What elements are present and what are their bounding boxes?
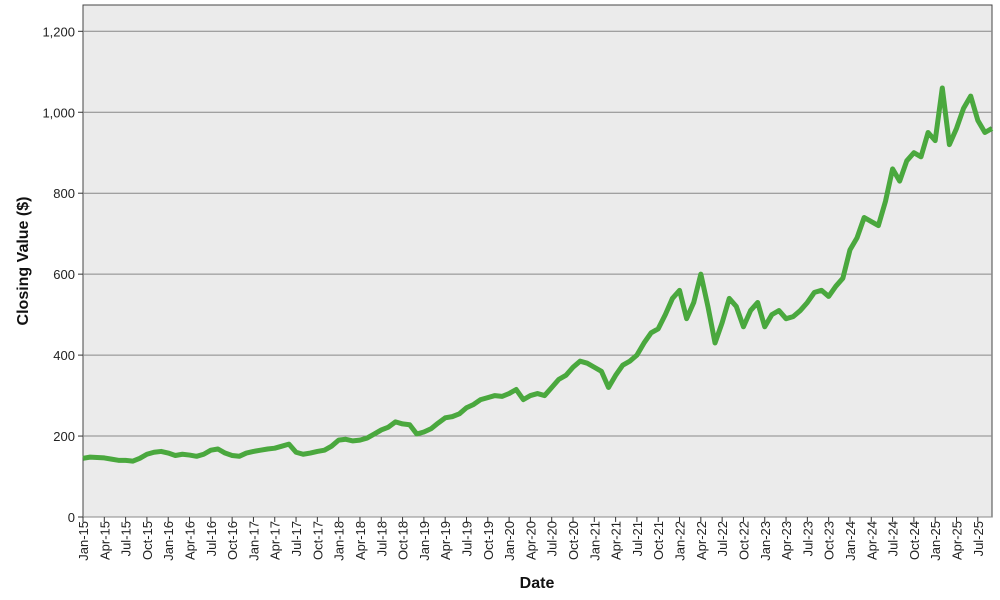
x-tick-label: Jul-19 bbox=[459, 521, 474, 556]
x-tick-label: Apr-19 bbox=[438, 521, 453, 560]
x-tick-label: Jul-23 bbox=[800, 521, 815, 556]
x-tick-label: Apr-18 bbox=[353, 521, 368, 560]
x-tick-label: Jul-22 bbox=[715, 521, 730, 556]
x-tick-label: Jul-20 bbox=[545, 521, 560, 556]
x-tick-label: Oct-15 bbox=[140, 521, 155, 560]
x-tick-label: Apr-24 bbox=[864, 521, 879, 560]
x-tick-label: Apr-20 bbox=[523, 521, 538, 560]
x-tick-label: Jan-24 bbox=[843, 521, 858, 561]
y-axis-title: Closing Value ($) bbox=[15, 197, 32, 326]
x-tick-label: Jan-25 bbox=[928, 521, 943, 561]
x-tick-label: Jul-16 bbox=[204, 521, 219, 556]
x-tick-label: Oct-22 bbox=[736, 521, 751, 560]
x-tick-label: Oct-23 bbox=[822, 521, 837, 560]
x-tick-label: Apr-17 bbox=[268, 521, 283, 560]
data-line bbox=[82, 85, 994, 464]
x-tick-label: Apr-25 bbox=[949, 521, 964, 560]
x-tick-label: Jul-15 bbox=[119, 521, 134, 556]
x-tick-label: Jul-17 bbox=[289, 521, 304, 556]
x-tick-label: Apr-15 bbox=[97, 521, 112, 560]
x-tick-label: Jan-19 bbox=[417, 521, 432, 561]
x-tick-label: Jul-21 bbox=[630, 521, 645, 556]
x-tick-label: Apr-16 bbox=[183, 521, 198, 560]
x-tick-label: Jan-17 bbox=[246, 521, 261, 561]
x-tick-label: Jan-20 bbox=[502, 521, 517, 561]
x-tick-label: Apr-21 bbox=[609, 521, 624, 560]
x-tick-label: Jan-22 bbox=[673, 521, 688, 561]
x-tick-label: Oct-17 bbox=[310, 521, 325, 560]
x-tick-label: Jan-16 bbox=[161, 521, 176, 561]
x-tick-label: Jan-18 bbox=[332, 521, 347, 561]
x-tick-label: Apr-23 bbox=[779, 521, 794, 560]
x-tick-label: Oct-20 bbox=[566, 521, 581, 560]
y-tick-label: 600 bbox=[53, 267, 75, 282]
x-tick-label: Jul-18 bbox=[374, 521, 389, 556]
y-tick-label: 1,000 bbox=[42, 105, 75, 120]
y-tick-label: 1,200 bbox=[42, 24, 75, 39]
x-tick-label: Jan-15 bbox=[76, 521, 91, 561]
y-tick-label: 800 bbox=[53, 186, 75, 201]
x-tick-label: Jan-23 bbox=[758, 521, 773, 561]
x-tick-label: Jul-24 bbox=[886, 521, 901, 556]
x-tick-label: Oct-19 bbox=[481, 521, 496, 560]
x-tick-label: Oct-16 bbox=[225, 521, 240, 560]
y-tick-label: 0 bbox=[68, 510, 75, 525]
x-tick-label: Apr-22 bbox=[694, 521, 709, 560]
x-tick-label: Jul-25 bbox=[971, 521, 986, 556]
y-tick-label: 400 bbox=[53, 348, 75, 363]
x-tick-label: Jan-21 bbox=[587, 521, 602, 561]
x-tick-label: Oct-18 bbox=[396, 521, 411, 560]
plot-area bbox=[82, 4, 993, 518]
x-axis-title: Date bbox=[520, 575, 555, 592]
x-tick-label: Oct-24 bbox=[907, 521, 922, 560]
y-tick-label: 200 bbox=[53, 429, 75, 444]
x-tick-label: Oct-21 bbox=[651, 521, 666, 560]
